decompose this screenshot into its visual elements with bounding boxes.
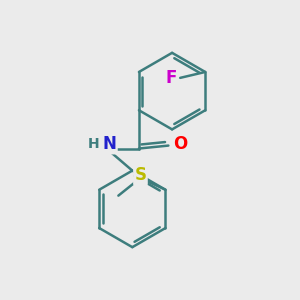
Text: F: F (166, 69, 177, 87)
Text: S: S (134, 166, 146, 184)
Text: H: H (88, 137, 99, 151)
Text: N: N (103, 135, 116, 153)
Text: O: O (173, 135, 187, 153)
